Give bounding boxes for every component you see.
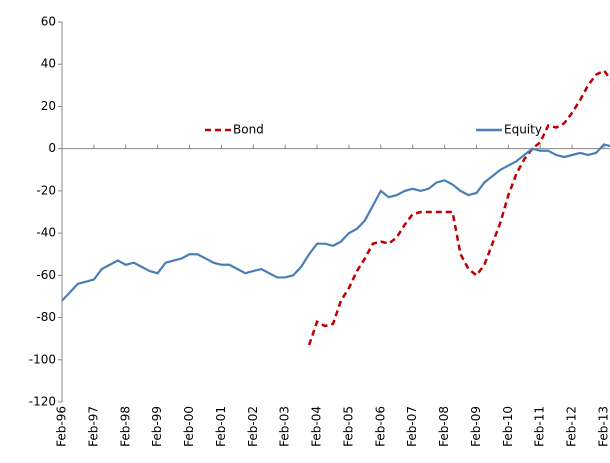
- x-tick-label: Feb-04: [310, 406, 324, 447]
- line-series: [62, 143, 610, 302]
- x-tick-label: Feb-07: [405, 406, 419, 447]
- y-tick-label: 0: [48, 141, 56, 155]
- x-tick-label: Feb-09: [469, 406, 483, 447]
- x-tick-label: Feb-97: [86, 406, 100, 447]
- plot-area: [62, 68, 610, 346]
- y-tick-label: -60: [36, 268, 56, 282]
- legend-label: Equity: [504, 123, 542, 137]
- x-tick-label: Feb-10: [501, 406, 515, 447]
- x-tick-label: Feb-13: [597, 406, 610, 447]
- y-tick-label: -100: [29, 352, 56, 366]
- x-tick-label: Feb-99: [150, 406, 164, 447]
- x-tick-label: Feb-12: [565, 406, 579, 447]
- x-tick-label: Feb-98: [118, 406, 132, 447]
- x-tick-label: Feb-05: [341, 406, 355, 447]
- legend-label: Bond: [233, 123, 264, 137]
- y-tick-label: 40: [41, 57, 56, 71]
- x-tick-label: Feb-11: [533, 406, 547, 447]
- y-tick-label: 60: [41, 15, 56, 29]
- y-tick-label: -80: [36, 310, 56, 324]
- x-tick-label: Feb-01: [214, 406, 228, 447]
- x-tick-label: Feb-03: [278, 406, 292, 447]
- x-tick-label: Feb-96: [55, 406, 69, 447]
- y-tick-label: -20: [36, 183, 56, 197]
- y-tick-label: -120: [29, 395, 56, 409]
- x-tick-label: Feb-08: [437, 406, 451, 447]
- y-tick-label: -40: [36, 226, 56, 240]
- x-tick-label: Feb-00: [182, 406, 196, 447]
- x-tick-label: Feb-02: [246, 406, 260, 447]
- line-series: [307, 68, 610, 346]
- y-tick-label: 20: [41, 99, 56, 113]
- x-tick-label: Feb-06: [373, 406, 387, 447]
